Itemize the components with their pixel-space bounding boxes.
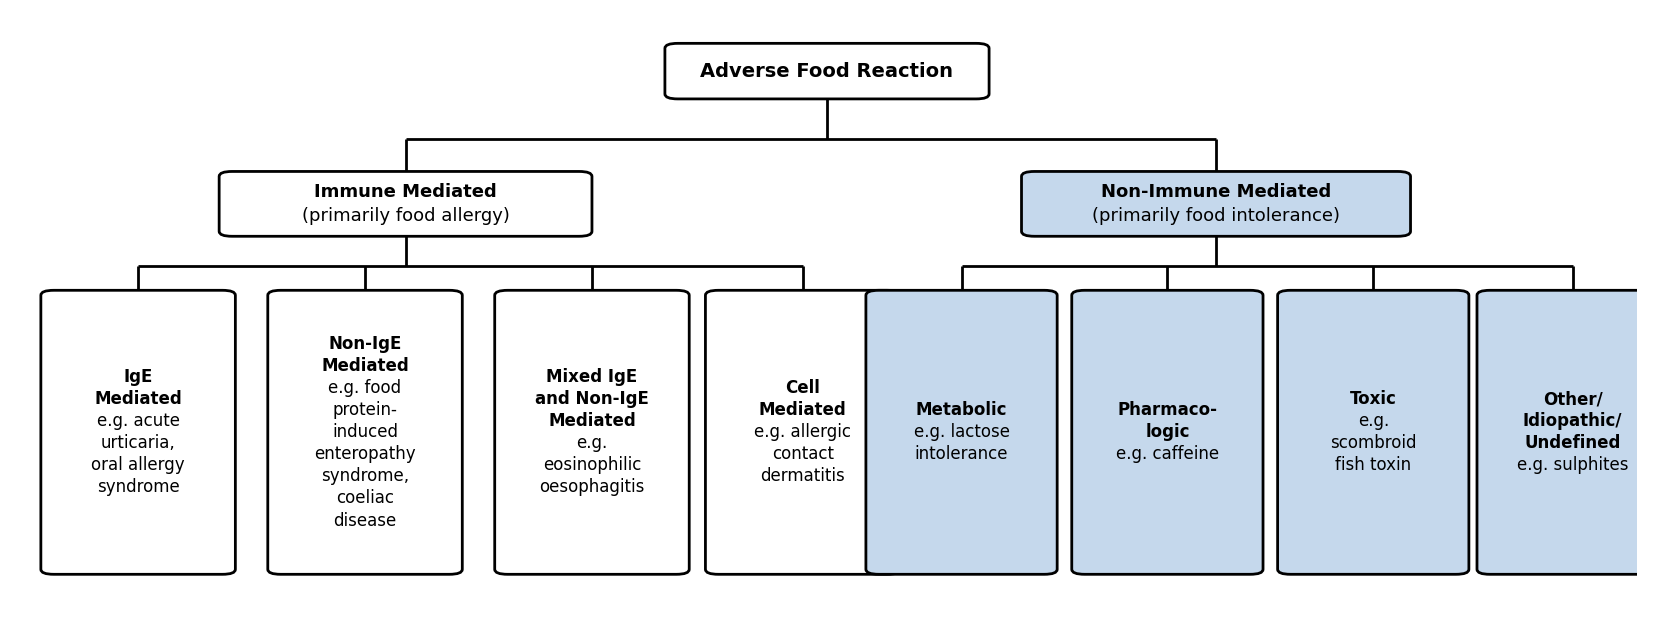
Text: Toxic: Toxic	[1350, 390, 1396, 408]
Text: e.g. sulphites: e.g. sulphites	[1517, 456, 1629, 474]
Text: e.g. food: e.g. food	[329, 379, 402, 397]
Text: IgE: IgE	[124, 368, 152, 386]
Text: protein-: protein-	[332, 401, 397, 419]
Text: logic: logic	[1145, 423, 1189, 441]
Text: Non-IgE: Non-IgE	[329, 335, 402, 353]
FancyBboxPatch shape	[41, 290, 235, 575]
Text: Pharmaco-: Pharmaco-	[1118, 401, 1217, 419]
Text: coeliac: coeliac	[336, 490, 394, 507]
FancyBboxPatch shape	[705, 290, 900, 575]
Text: Idiopathic/: Idiopathic/	[1523, 412, 1623, 430]
FancyBboxPatch shape	[867, 290, 1057, 575]
FancyBboxPatch shape	[1022, 171, 1411, 236]
Text: (primarily food allergy): (primarily food allergy)	[301, 207, 509, 225]
Text: contact: contact	[772, 445, 834, 463]
FancyBboxPatch shape	[218, 171, 592, 236]
Text: Metabolic: Metabolic	[916, 401, 1007, 419]
FancyBboxPatch shape	[268, 290, 463, 575]
Text: enteropathy: enteropathy	[314, 445, 415, 463]
Text: scombroid: scombroid	[1330, 434, 1416, 452]
Text: Non-Immune Mediated: Non-Immune Mediated	[1102, 183, 1331, 201]
Text: Mediated: Mediated	[94, 390, 182, 408]
Text: urticaria,: urticaria,	[101, 434, 175, 452]
Text: (primarily food intolerance): (primarily food intolerance)	[1092, 207, 1340, 225]
Text: Undefined: Undefined	[1525, 434, 1621, 452]
Text: Mediated: Mediated	[321, 357, 409, 375]
Text: Cell: Cell	[786, 379, 820, 397]
FancyBboxPatch shape	[1072, 290, 1264, 575]
Text: e.g. lactose: e.g. lactose	[913, 423, 1009, 441]
Text: oesophagitis: oesophagitis	[539, 478, 645, 496]
Text: Immune Mediated: Immune Mediated	[314, 183, 496, 201]
Text: Other/: Other/	[1543, 390, 1603, 408]
Text: e.g. allergic: e.g. allergic	[754, 423, 852, 441]
Text: e.g.: e.g.	[1358, 412, 1389, 430]
Text: induced: induced	[332, 423, 399, 441]
Text: and Non-IgE: and Non-IgE	[534, 390, 648, 408]
Text: intolerance: intolerance	[915, 445, 1009, 463]
Text: oral allergy: oral allergy	[91, 456, 185, 474]
FancyBboxPatch shape	[495, 290, 690, 575]
Text: e.g. caffeine: e.g. caffeine	[1116, 445, 1219, 463]
FancyBboxPatch shape	[1477, 290, 1654, 575]
Text: Mixed IgE: Mixed IgE	[546, 368, 637, 386]
Text: Mediated: Mediated	[547, 412, 635, 430]
FancyBboxPatch shape	[1277, 290, 1469, 575]
Text: syndrome,: syndrome,	[321, 467, 409, 485]
FancyBboxPatch shape	[665, 43, 989, 99]
Text: e.g.: e.g.	[576, 434, 607, 452]
Text: eosinophilic: eosinophilic	[543, 456, 642, 474]
Text: Adverse Food Reaction: Adverse Food Reaction	[701, 62, 953, 81]
Text: fish toxin: fish toxin	[1335, 456, 1411, 474]
Text: e.g. acute: e.g. acute	[96, 412, 180, 430]
Text: dermatitis: dermatitis	[761, 467, 845, 485]
Text: syndrome: syndrome	[96, 478, 180, 496]
Text: Mediated: Mediated	[759, 401, 847, 419]
Text: disease: disease	[334, 512, 397, 529]
